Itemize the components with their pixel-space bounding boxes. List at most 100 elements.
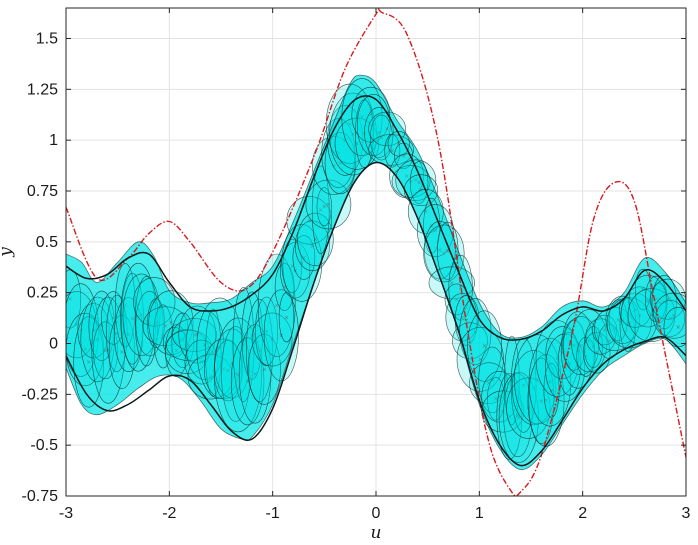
center-marker: ×	[423, 208, 428, 215]
center-marker: ×	[78, 327, 83, 334]
center-marker: ×	[390, 148, 395, 155]
ellipse-mark	[282, 238, 302, 293]
center-marker: ×	[95, 336, 100, 343]
center-marker: ×	[368, 112, 373, 119]
center-marker: ×	[396, 141, 401, 148]
center-marker: ×	[235, 372, 240, 379]
upper-bound-line	[66, 95, 686, 341]
ellipse-mark	[634, 268, 651, 311]
envelope-line	[66, 8, 686, 496]
center-marker: ×	[418, 187, 423, 194]
ellipse-mark	[369, 114, 393, 161]
ellipse-mark	[221, 325, 251, 422]
ellipse-mark	[214, 317, 263, 433]
center-marker: ×	[521, 382, 526, 389]
ellipse-mark	[230, 337, 265, 426]
center-marker: ×	[676, 324, 681, 331]
ellipse-mark	[232, 287, 255, 402]
y-tick-label: 1.25	[27, 81, 58, 98]
center-marker: ×	[409, 178, 414, 185]
center-marker: ×	[257, 348, 262, 355]
lower-bound-line	[66, 161, 686, 467]
center-marker: ×	[598, 334, 603, 341]
center-marker: ×	[123, 302, 128, 309]
ellipse-mark	[316, 187, 332, 227]
center-marker: ×	[152, 299, 157, 306]
y-tick-label: 0.5	[36, 234, 58, 251]
center-marker: ×	[347, 121, 352, 128]
center-marker: ×	[482, 343, 487, 350]
center-marker: ×	[99, 323, 104, 330]
center-marker: ×	[549, 387, 554, 394]
ellipse-mark	[593, 306, 635, 351]
center-marker: ×	[385, 126, 390, 133]
center-marker: ×	[602, 327, 607, 334]
center-marker: ×	[174, 348, 179, 355]
center-marker: ×	[486, 380, 491, 387]
x-tick-label: 1	[475, 505, 484, 522]
center-marker: ×	[449, 280, 454, 287]
ellipse-mark	[605, 295, 640, 344]
y-tick-label: 1.5	[36, 31, 58, 48]
center-marker: ×	[299, 260, 304, 267]
center-marker: ×	[404, 173, 409, 180]
center-marker: ×	[331, 163, 336, 170]
ellipse-mark	[238, 324, 272, 424]
center-marker: ×	[668, 315, 673, 322]
center-marker: ×	[68, 296, 73, 303]
center-marker: ×	[161, 333, 166, 340]
center-marker: ×	[74, 322, 79, 329]
center-marker: ×	[284, 314, 289, 321]
center-marker: ×	[612, 326, 617, 333]
center-marker: ×	[509, 377, 514, 384]
center-marker: ×	[637, 312, 642, 319]
center-marker: ×	[126, 332, 131, 339]
center-marker: ×	[310, 243, 315, 250]
center-marker: ×	[515, 412, 520, 419]
center-marker: ×	[172, 339, 177, 346]
center-marker: ×	[445, 248, 450, 255]
center-marker: ×	[371, 122, 376, 129]
center-marker: ×	[507, 413, 512, 420]
center-marker: ×	[230, 361, 235, 368]
ellipse-mark	[391, 165, 431, 198]
center-marker: ×	[437, 247, 442, 254]
center-marker: ×	[654, 296, 659, 303]
center-marker: ×	[192, 332, 197, 339]
center-marker: ×	[467, 338, 472, 345]
y-tick-label: -0.75	[22, 488, 59, 505]
center-marker: ×	[208, 374, 213, 381]
center-marker: ×	[563, 365, 568, 372]
ellipse-mark	[251, 312, 293, 367]
center-marker: ×	[336, 150, 341, 157]
ellipse-mark	[478, 346, 507, 414]
ellipse-mark	[305, 179, 352, 230]
ellipse-mark	[327, 105, 364, 176]
center-marker: ×	[139, 312, 144, 319]
center-marker: ×	[144, 318, 149, 325]
center-marker: ×	[185, 349, 190, 356]
ellipse-mark	[66, 291, 97, 359]
center-marker: ×	[645, 298, 650, 305]
center-marker: ×	[202, 342, 207, 349]
center-marker: ×	[217, 345, 222, 352]
ellipse-mark	[324, 132, 357, 195]
y-tick-label: -0.25	[22, 386, 59, 403]
center-marker: ×	[543, 397, 548, 404]
band-area	[66, 75, 686, 470]
ellipse-mark	[257, 253, 296, 357]
ellipse-mark	[466, 310, 502, 382]
center-marker: ×	[318, 207, 323, 214]
y-tick-label: 0	[49, 336, 58, 353]
center-marker: ×	[282, 284, 287, 291]
center-marker: ×	[221, 366, 226, 373]
center-marker: ×	[620, 317, 625, 324]
ellipse-mark	[409, 161, 429, 204]
center-marker: ×	[413, 177, 418, 184]
center-marker: ×	[114, 331, 119, 338]
ellipse-mark	[281, 224, 323, 302]
ellipse-mark	[101, 291, 126, 345]
x-tick-label: 3	[682, 505, 691, 522]
ellipse-mark	[312, 136, 356, 195]
